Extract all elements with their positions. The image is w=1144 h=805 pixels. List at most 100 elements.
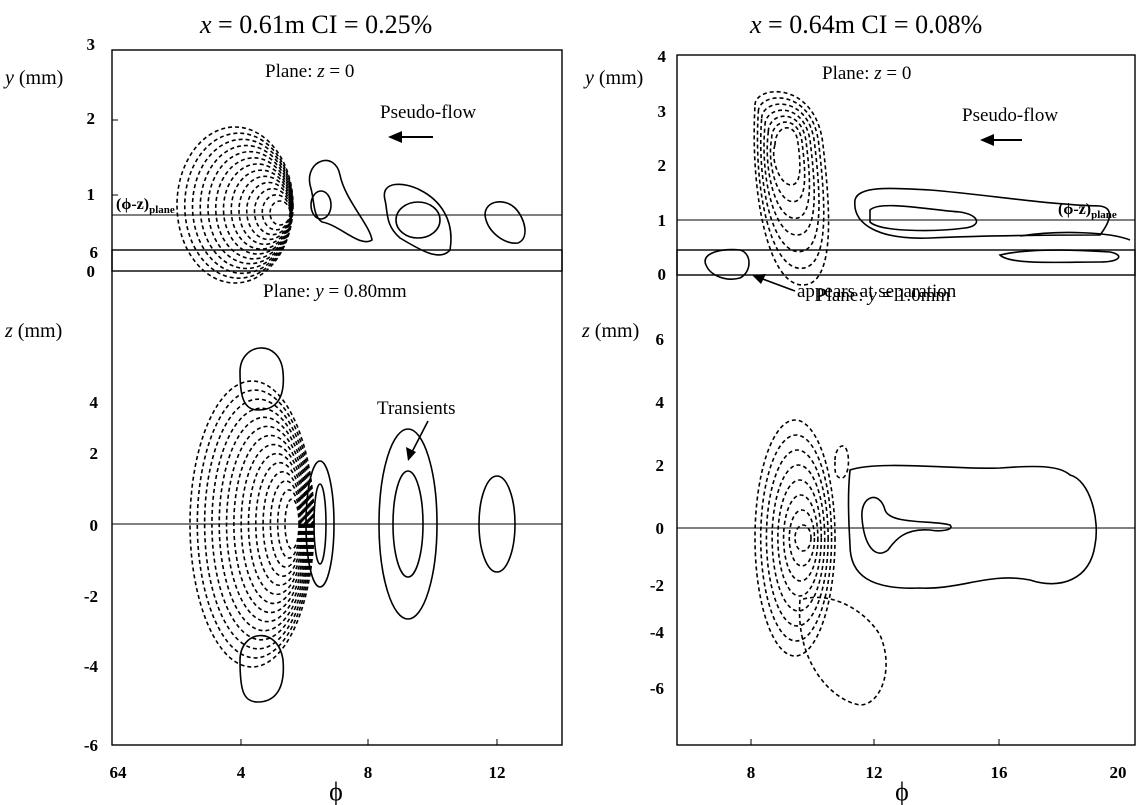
title-left: x = 0.61m CI = 0.25% [199, 10, 432, 39]
y-tick-label: 0 [656, 519, 665, 538]
positive-contour [704, 248, 750, 280]
negative-contour [756, 97, 825, 270]
plot-frame [676, 54, 1136, 276]
positive-contour [239, 634, 285, 703]
panel-top-right: 0 1 2 3 4 y (mm) (ϕ-z)plane Plane: z = 0… [583, 47, 1136, 302]
pseudo-flow-label: Pseudo-flow [380, 102, 476, 123]
y-axis-label: z (mm) [4, 320, 62, 342]
y-axis-label: y (mm) [3, 67, 63, 89]
transients-label: Transients [377, 398, 455, 419]
negative-contour [769, 121, 806, 203]
positive-contour [383, 183, 452, 256]
negative-contour [771, 464, 826, 612]
contour-lines [176, 126, 526, 284]
positive-contour [1019, 231, 1131, 241]
negative-contour [276, 489, 301, 559]
plane-annotation: Plane: z = 0 [822, 63, 911, 84]
negative-contour [763, 109, 815, 236]
positive-contour [308, 159, 373, 243]
negative-contour [247, 452, 306, 596]
positive-contour [478, 475, 516, 573]
positive-contour [869, 204, 978, 232]
negative-contour [218, 416, 311, 632]
panel-bottom-right: -6 -4 -2 0 2 4 6 8 12 16 20 z (mm) ϕ Pla… [581, 249, 1136, 805]
y-tick-label: 2 [90, 444, 99, 463]
negative-contour [183, 132, 294, 279]
plane-annotation: Plane: y = 1.0mm [816, 285, 950, 306]
y-tick-label: -2 [650, 576, 664, 595]
separation-callout-arrow [752, 274, 796, 292]
y-tick-label: -6 [650, 679, 664, 698]
negative-contour [253, 187, 292, 236]
y-tick-label: -2 [84, 587, 98, 606]
y-tick-label: 2 [658, 156, 667, 175]
positive-contour [484, 201, 526, 244]
negative-contour [269, 480, 303, 568]
negative-contour [782, 494, 819, 582]
y-tick-labels: 0 1 2 3 4 [658, 47, 667, 284]
x-tick-label: 8 [747, 763, 756, 782]
y-tick-label: 3 [658, 102, 667, 121]
title-right: x = 0.64m CI = 0.08% [749, 10, 982, 39]
y-tick-label: 0 [90, 516, 99, 535]
positive-contour [998, 249, 1120, 264]
negative-contour [759, 103, 820, 253]
y-tick-label: 1 [87, 185, 96, 204]
negative-contour [759, 434, 833, 642]
y-tick-label: 6 [90, 243, 99, 262]
negative-contour [269, 200, 291, 226]
negative-contour [262, 470, 304, 578]
positive-contour [239, 347, 285, 411]
negative-contour [753, 90, 830, 286]
negative-contour [211, 407, 312, 641]
pseudo-flow-arrow [388, 131, 433, 143]
contour-lines [754, 419, 1098, 706]
y-tick-label: -4 [84, 657, 99, 676]
positive-contour [378, 428, 438, 620]
negative-contour [794, 524, 812, 552]
pseudo-flow-label: Pseudo-flow [962, 105, 1058, 126]
pseudo-flow-arrow [980, 134, 1022, 146]
positive-contour [310, 190, 332, 220]
y-tick-label: 0 [658, 265, 667, 284]
positive-contour [395, 201, 441, 239]
negative-contour [214, 157, 293, 260]
x-tick-label: 4 [237, 763, 246, 782]
x-tick-label: 16 [991, 763, 1008, 782]
negative-contour [788, 509, 816, 567]
positive-contour [313, 483, 327, 565]
negative-contour [284, 498, 300, 550]
y-axis-label: y (mm) [583, 67, 643, 89]
plot-frame [676, 249, 1136, 746]
y-tick-label: 2 [656, 456, 665, 475]
contour-lines [704, 90, 1131, 286]
x-axis-label: ϕ [329, 777, 343, 805]
y-tick-label: 1 [658, 211, 667, 230]
plot-frame [111, 49, 563, 272]
reference-line-label: (ϕ-z)plane [116, 196, 175, 216]
positive-contour [854, 187, 1111, 239]
negative-contour [203, 398, 313, 650]
negative-contour [754, 419, 836, 657]
positive-contour [861, 496, 952, 554]
y-tick-labels: 0 1 2 3 [87, 35, 96, 281]
y-tick-labels: -6 -4 -2 0 2 4 6 [650, 330, 665, 698]
negative-contour [230, 169, 293, 250]
y-tick-label: 2 [87, 109, 96, 128]
negative-contour [245, 181, 292, 241]
y-tick-label: -6 [84, 736, 98, 755]
negative-contour [233, 434, 308, 614]
y-tick-label: 0 [87, 262, 96, 281]
negative-contour [765, 449, 829, 627]
y-tick-label: 4 [90, 393, 99, 412]
y-tick-label: -4 [650, 623, 665, 642]
x-tick-labels: 64 4 8 12 [110, 763, 506, 782]
y-tick-label: 4 [658, 47, 667, 66]
x-tick-labels: 8 12 16 20 [747, 763, 1127, 782]
x-tick-label: 12 [866, 763, 883, 782]
negative-contour [261, 194, 292, 231]
plot-frame [111, 249, 563, 746]
negative-contour [225, 425, 310, 623]
negative-contour [777, 479, 823, 597]
